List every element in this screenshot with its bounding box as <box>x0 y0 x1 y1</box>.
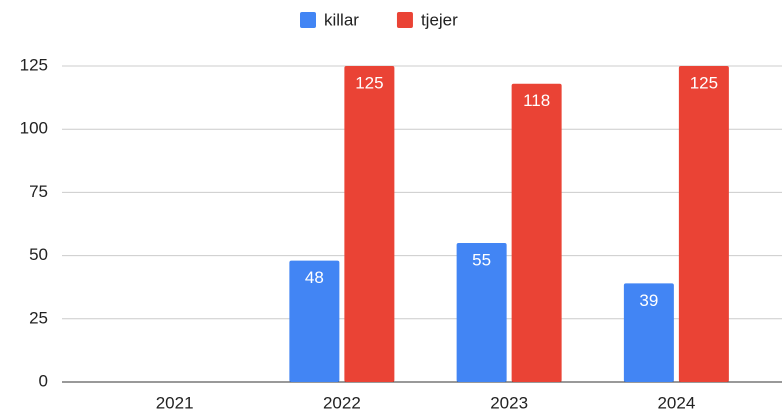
legend-swatch <box>396 12 413 28</box>
x-tick-label: 2021 <box>156 393 194 412</box>
bar <box>511 83 562 383</box>
legend-swatch <box>300 12 316 28</box>
data-label: 118 <box>523 91 550 110</box>
bar <box>623 283 674 382</box>
x-tick-label: 2023 <box>490 393 528 412</box>
y-tick-label: 100 <box>20 119 48 138</box>
y-tick-label: 50 <box>29 245 48 264</box>
legend-label: killar <box>324 10 359 29</box>
data-label: 48 <box>305 268 324 287</box>
bar <box>289 260 340 382</box>
bar <box>456 242 507 382</box>
y-tick-label: 25 <box>29 308 48 327</box>
y-tick-label: 75 <box>29 182 48 201</box>
legend-label: tjejer <box>421 10 458 29</box>
bar <box>344 66 395 382</box>
data-label: 125 <box>690 73 718 92</box>
x-tick-label: 2022 <box>323 393 361 412</box>
data-label: 125 <box>355 73 383 92</box>
data-label: 39 <box>639 291 658 310</box>
x-tick-label: 2024 <box>657 393 695 412</box>
data-label: 55 <box>472 250 491 269</box>
y-tick-label: 125 <box>20 55 48 74</box>
bar <box>678 66 729 382</box>
y-tick-label: 0 <box>39 371 48 390</box>
